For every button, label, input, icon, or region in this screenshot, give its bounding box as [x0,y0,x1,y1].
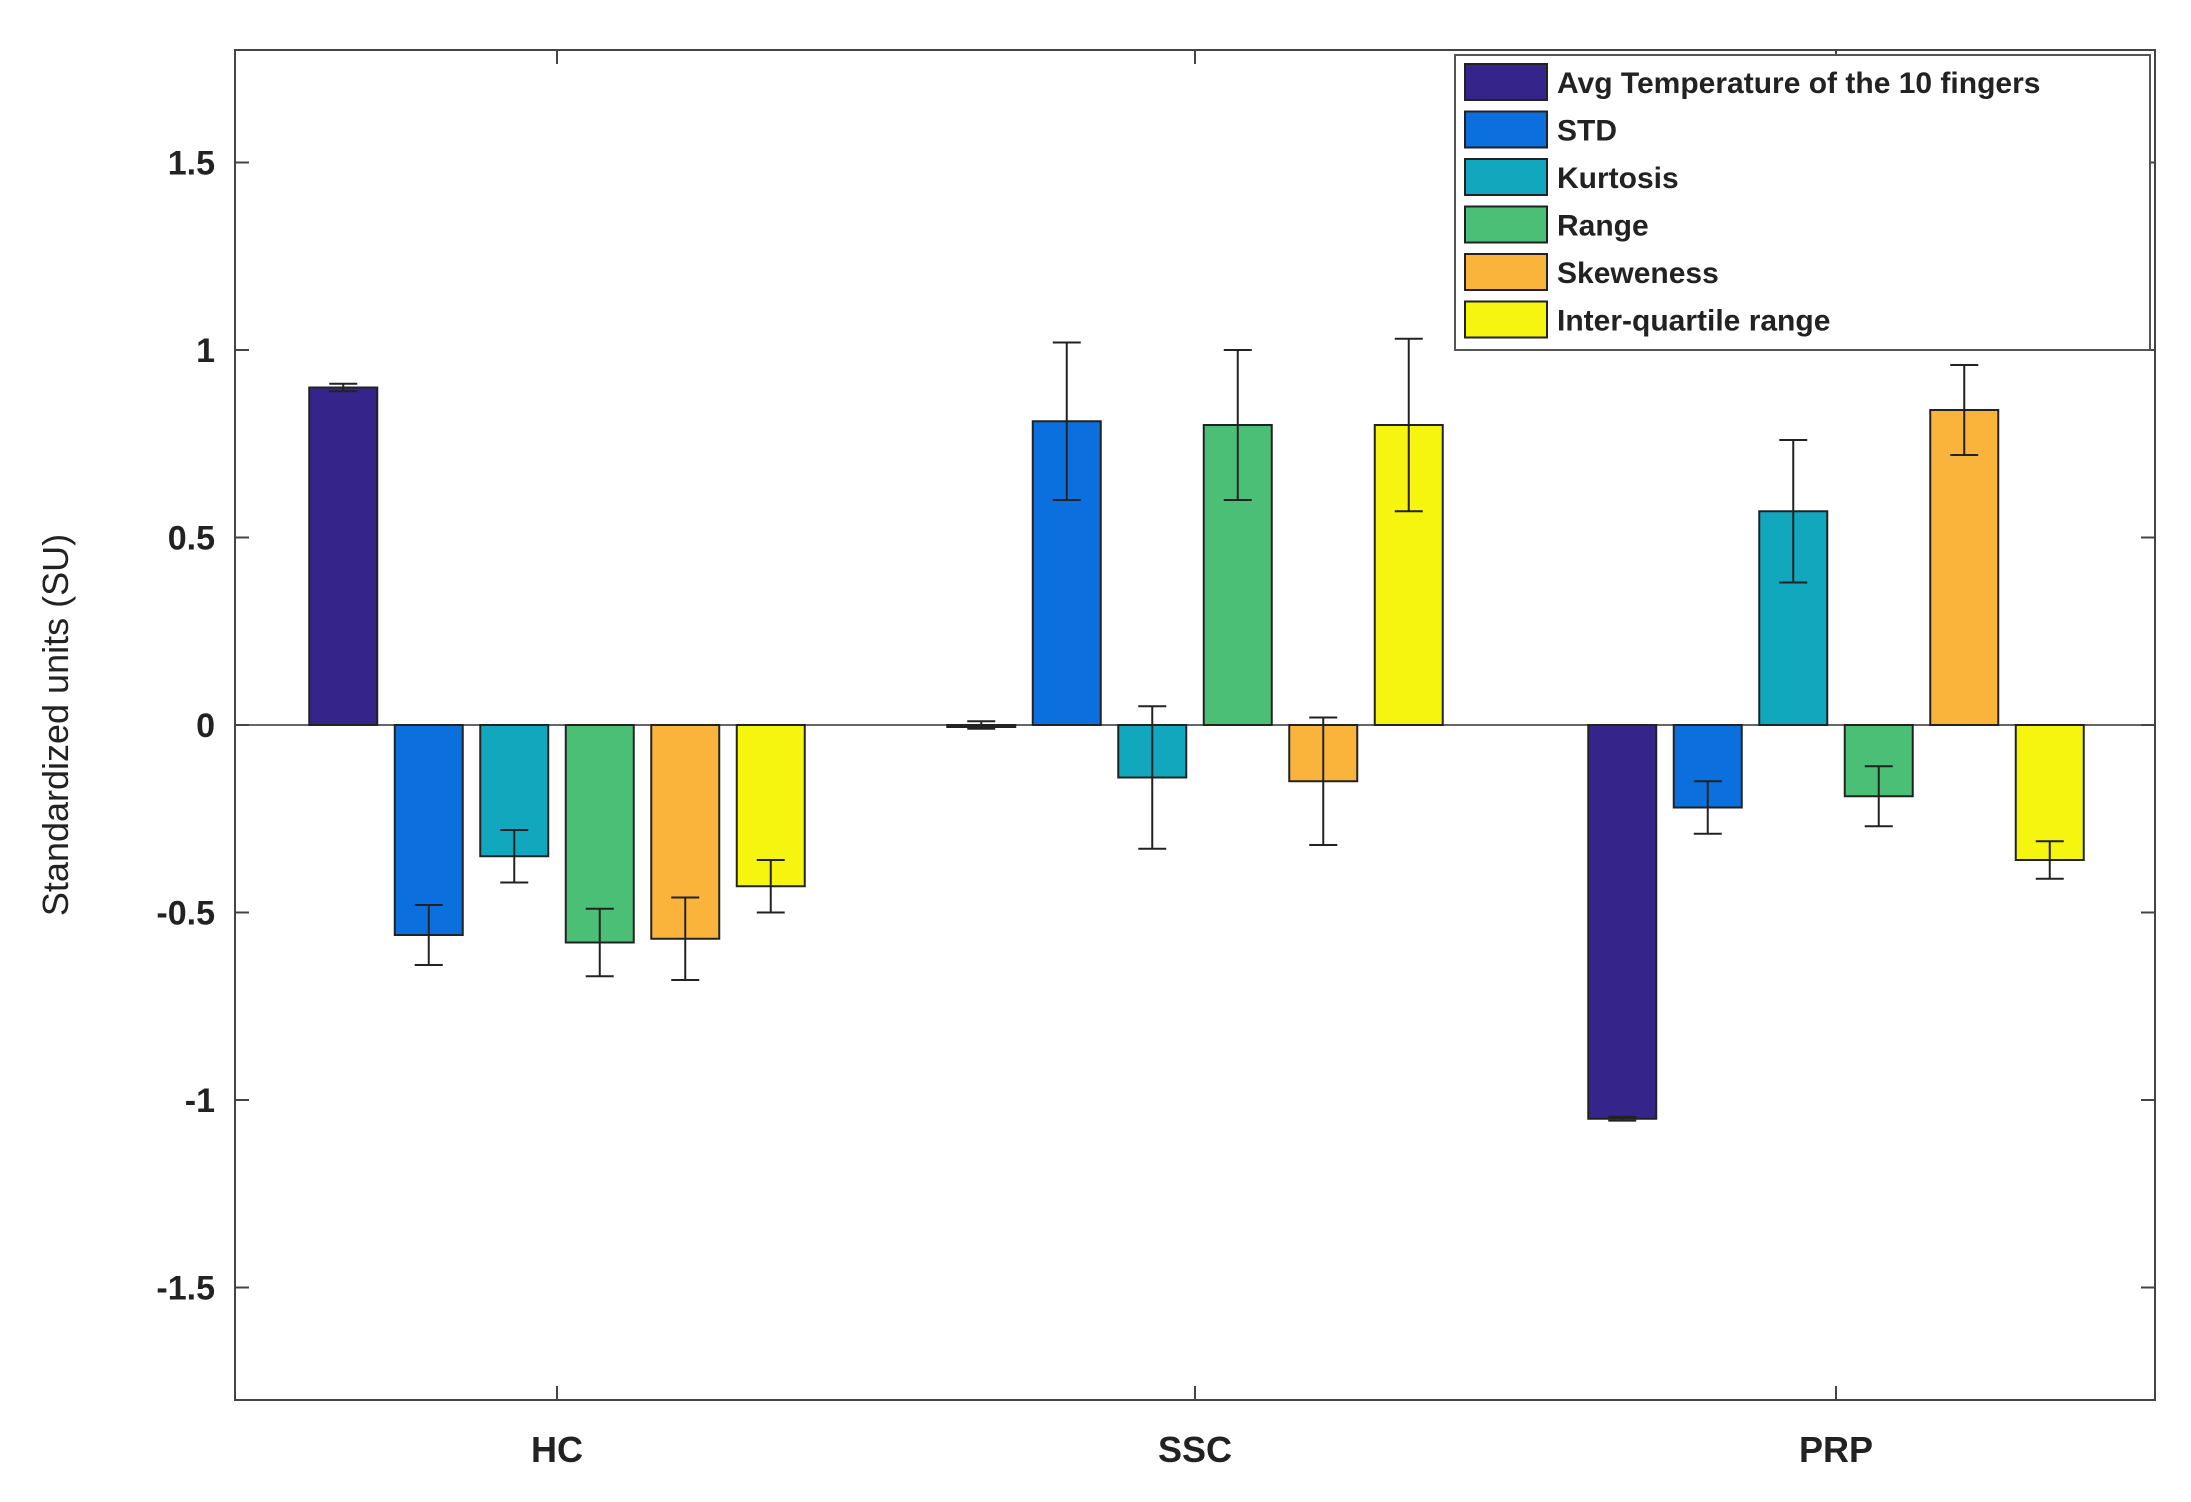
legend-box [1454,54,2151,351]
legend-label: Inter-quartile range [1557,305,1830,338]
y-tick-label: 1 [196,332,215,370]
legend-swatch [1464,300,1548,339]
bar [1929,409,2000,726]
bar [1587,724,1658,1120]
legend-swatch [1464,253,1548,291]
bar [393,724,464,936]
legend-swatch [1464,110,1548,149]
legend-swatch [1464,205,1548,244]
y-tick-label: -0.5 [156,895,215,933]
y-tick-label: -1 [185,1082,215,1120]
x-tick-label: PRP [1799,1429,1873,1470]
legend-label: Avg Temperature of the 10 fingers [1557,67,2040,100]
y-tick-label: -1.5 [156,1270,215,1308]
x-tick-label: SSC [1158,1429,1232,1470]
y-tick-label: 1.5 [168,145,215,183]
bar [308,386,379,726]
bar [564,724,635,944]
legend-label: Skeweness [1557,257,1719,290]
bar [2014,724,2085,861]
legend-label: STD [1557,115,1617,148]
y-tick-label: 0.5 [168,520,215,558]
x-tick-label: HC [531,1429,583,1470]
y-tick-label: 0 [196,707,215,745]
legend-label: Kurtosis [1557,162,1679,195]
legend-swatch [1464,63,1548,101]
y-axis-title: Standardized units (SU) [35,534,76,916]
legend-swatch [1464,158,1548,196]
legend-label: Range [1557,210,1649,243]
legend: Avg Temperature of the 10 fingers STD Kurt… [1454,54,2151,351]
